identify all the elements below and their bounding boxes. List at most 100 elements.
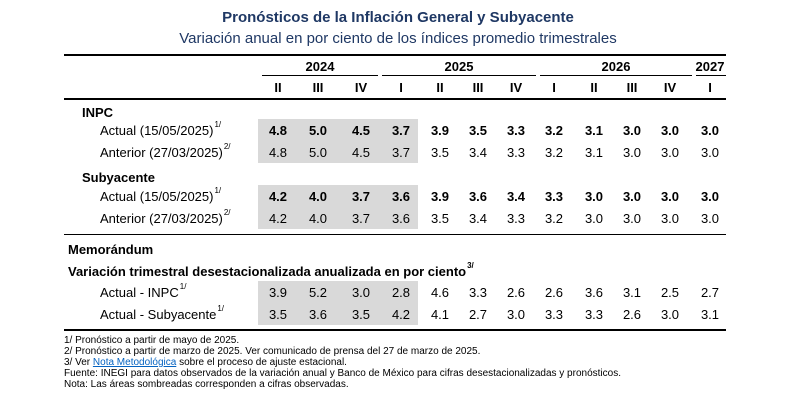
table-cell: 3.0 — [584, 211, 604, 226]
table-cell: 3.3 — [544, 189, 564, 204]
table-cell: 3.3 — [506, 123, 526, 138]
footnote-source: Fuente: INEGI para datos observados de l… — [64, 368, 621, 379]
row-label: Actual - INPC1/ — [100, 282, 186, 300]
table-cell: 3.6 — [391, 189, 411, 204]
row-footnote-ref: 2/ — [223, 208, 231, 217]
header-top-rule — [64, 54, 726, 56]
year-rule-2024 — [262, 75, 378, 76]
quarter-header: III — [626, 80, 638, 95]
table-cell: 3.0 — [622, 189, 642, 204]
table-cell: 3.0 — [660, 123, 680, 138]
footnote-3-suffix: sobre el proceso de ajuste estacional. — [176, 357, 347, 368]
table-cell: 3.0 — [700, 211, 720, 226]
quarter-header: IV — [663, 80, 677, 95]
table-cell: 3.0 — [660, 211, 680, 226]
table-cell: 3.3 — [584, 307, 604, 322]
table-cell: 4.0 — [308, 189, 328, 204]
year-rule-2027 — [696, 75, 726, 76]
table-cell: 4.8 — [268, 123, 288, 138]
footnote-3: 3/ Ver Nota Metodológica sobre el proces… — [64, 357, 347, 368]
table-cell: 5.0 — [308, 123, 328, 138]
year-2025: 2025 — [444, 59, 474, 74]
footnote-2: 2/ Pronóstico a partir de marzo de 2025.… — [64, 346, 481, 357]
quarter-header: I — [399, 80, 403, 95]
table-cell: 3.0 — [660, 307, 680, 322]
table-cell: 3.0 — [700, 145, 720, 160]
quarter-header: II — [590, 80, 598, 95]
row-label-text: Actual - Subyacente — [100, 307, 217, 322]
table-cell: 3.9 — [430, 189, 450, 204]
row-label-text: Actual - INPC — [100, 285, 179, 300]
table-cell: 3.4 — [468, 145, 488, 160]
footnote-1: 1/ Pronóstico a partir de mayo de 2025. — [64, 335, 240, 346]
table-cell: 2.7 — [468, 307, 488, 322]
year-2027: 2027 — [695, 59, 725, 74]
row-label: Actual (15/05/2025)1/ — [100, 186, 222, 204]
table-cell: 3.6 — [308, 307, 328, 322]
table-cell: 3.9 — [430, 123, 450, 138]
row-footnote-ref: 1/ — [217, 304, 225, 313]
table-cell: 4.8 — [268, 145, 288, 160]
row-footnote-ref: 2/ — [223, 142, 231, 151]
table-cell: 3.6 — [584, 285, 604, 300]
year-rule-2025 — [382, 75, 536, 76]
table-cell: 4.2 — [268, 211, 288, 226]
table-cell: 3.1 — [584, 145, 604, 160]
table-cell: 2.6 — [506, 285, 526, 300]
table-cell: 4.5 — [351, 123, 371, 138]
table-cell: 3.4 — [506, 189, 526, 204]
table-cell: 3.3 — [506, 211, 526, 226]
row-footnote-ref: 1/ — [214, 120, 222, 129]
table-cell: 4.2 — [391, 307, 411, 322]
table-cell: 3.1 — [584, 123, 604, 138]
row-label: Anterior (27/03/2025)2/ — [100, 142, 231, 160]
table-subtitle: Variación anual en por ciento de los índ… — [179, 30, 617, 47]
row-label: Actual (15/05/2025)1/ — [100, 120, 222, 138]
inpc-observed-shade — [258, 119, 418, 163]
table-cell: 3.5 — [351, 307, 371, 322]
table-cell: 3.5 — [430, 211, 450, 226]
table-cell: 3.2 — [544, 145, 564, 160]
table-cell: 5.0 — [308, 145, 328, 160]
footnote-note: Nota: Las áreas sombreadas corresponden … — [64, 379, 349, 390]
table-cell: 3.7 — [351, 189, 371, 204]
nota-metodologica-link[interactable]: Nota Metodológica — [92, 357, 177, 368]
table-cell: 3.6 — [391, 211, 411, 226]
table-cell: 3.3 — [506, 145, 526, 160]
section-variacion: Variación trimestral desestacionalizada … — [68, 261, 474, 279]
quarter-header: II — [274, 80, 282, 95]
table-cell: 4.1 — [430, 307, 450, 322]
row-label: Anterior (27/03/2025)2/ — [100, 208, 231, 226]
section-subyacente: Subyacente — [82, 170, 155, 185]
table-cell: 3.6 — [468, 189, 488, 204]
table-cell: 3.0 — [622, 145, 642, 160]
table-cell: 3.1 — [622, 285, 642, 300]
year-2026: 2026 — [601, 59, 631, 74]
variacion-text: Variación trimestral desestacionalizada … — [68, 264, 467, 279]
table-cell: 3.5 — [268, 307, 288, 322]
footnote-3-prefix: 3/ Ver — [64, 357, 93, 368]
memorandum-observed-shade — [258, 281, 418, 325]
table-cell: 3.0 — [660, 189, 680, 204]
table-cell: 4.6 — [430, 285, 450, 300]
table-cell: 3.2 — [544, 123, 564, 138]
table-cell: 3.3 — [468, 285, 488, 300]
row-footnote-ref: 1/ — [214, 186, 222, 195]
row-label: Actual - Subyacente1/ — [100, 304, 225, 322]
table-cell: 3.0 — [622, 211, 642, 226]
row-label-text: Actual (15/05/2025) — [100, 123, 214, 138]
year-2024: 2024 — [305, 59, 335, 74]
table-cell: 3.5 — [468, 123, 488, 138]
table-cell: 3.9 — [268, 285, 288, 300]
quarter-header: I — [708, 80, 712, 95]
table-cell: 3.0 — [351, 285, 371, 300]
table-cell: 5.2 — [308, 285, 328, 300]
table-cell: 4.5 — [351, 145, 371, 160]
row-label-text: Anterior (27/03/2025) — [100, 211, 223, 226]
quarter-header: III — [312, 80, 324, 95]
table-cell: 3.0 — [622, 123, 642, 138]
table-cell: 3.4 — [468, 211, 488, 226]
table-cell: 3.0 — [700, 189, 720, 204]
variacion-footnote-ref: 3/ — [467, 261, 474, 270]
table-cell: 2.5 — [660, 285, 680, 300]
